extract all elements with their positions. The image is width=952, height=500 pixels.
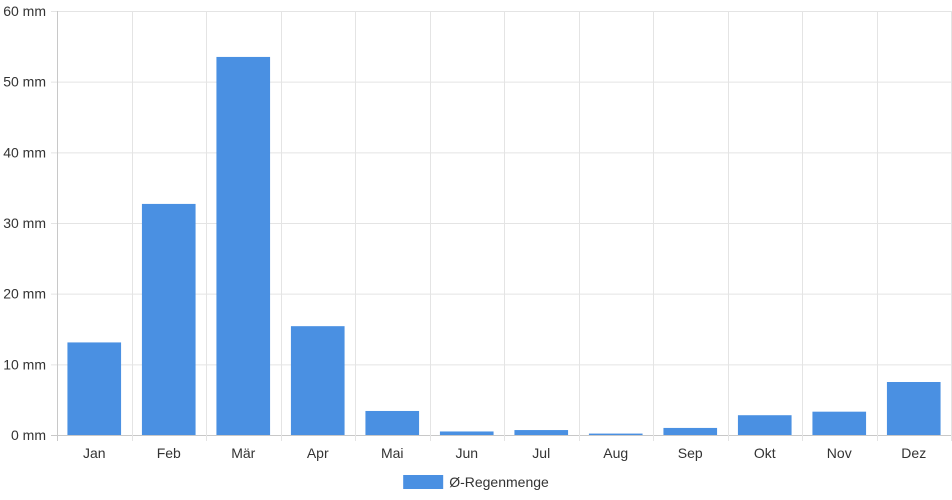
x-tick-label: Jan	[83, 445, 106, 461]
x-tick-label: Nov	[827, 445, 852, 461]
x-tick-label: Dez	[901, 445, 926, 461]
bar-Mär	[216, 56, 271, 435]
bar-Dez	[886, 382, 941, 435]
x-tick-label: Aug	[603, 445, 628, 461]
y-tick-label: 50 mm	[3, 74, 46, 90]
y-tick-label: 40 mm	[3, 144, 46, 160]
legend-swatch	[403, 475, 444, 489]
bar-Feb	[141, 203, 196, 435]
x-tick-label: Sep	[678, 445, 703, 461]
bar-Jan	[67, 342, 122, 435]
bar-Okt	[737, 415, 792, 435]
bar-Jun	[439, 431, 494, 435]
legend[interactable]: Ø-Regenmenge	[403, 474, 549, 490]
y-tick-label: 20 mm	[3, 286, 46, 302]
x-tick-label: Okt	[754, 445, 776, 461]
y-axis-ticks: 0 mm 10 mm 20 mm 30 mm 40 mm 50 mm 60 mm	[3, 3, 46, 443]
legend-label: Ø-Regenmenge	[449, 474, 549, 490]
x-tick-label: Mär	[231, 445, 255, 461]
x-tick-label: Jun	[455, 445, 478, 461]
x-tick-label: Feb	[157, 445, 181, 461]
x-tick-label: Mai	[381, 445, 404, 461]
y-tick-label: 0 mm	[11, 427, 46, 443]
y-tick-label: 60 mm	[3, 3, 46, 19]
bar-Sep	[663, 427, 718, 435]
bar-Aug	[588, 433, 643, 435]
bar-Nov	[812, 411, 867, 435]
x-axis-ticks: Jan Feb Mär Apr Mai Jun Jul Aug Sep Okt Nov Dez	[83, 445, 926, 461]
bar-Apr	[290, 326, 345, 435]
y-tick-label: 10 mm	[3, 356, 46, 372]
x-tick-label: Jul	[532, 445, 550, 461]
grid-layer	[51, 11, 952, 441]
bar-Mai	[365, 410, 420, 435]
y-tick-label: 30 mm	[3, 215, 46, 231]
bars	[67, 56, 941, 435]
bar-Jul	[514, 430, 569, 435]
x-tick-label: Apr	[307, 445, 329, 461]
